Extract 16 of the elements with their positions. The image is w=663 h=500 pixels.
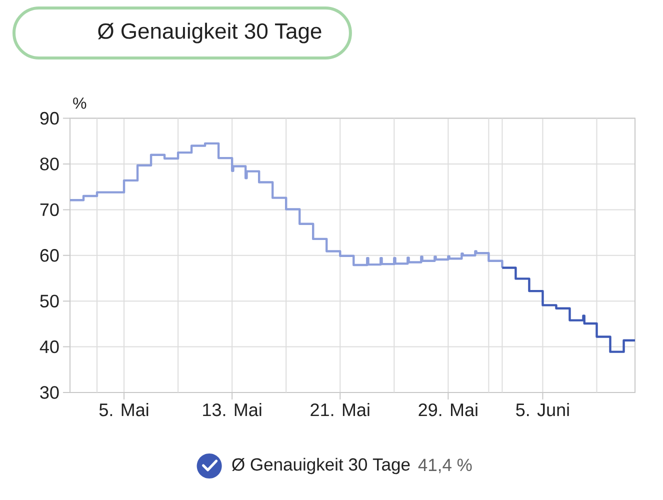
x-tick-label: 21. Mai [310, 403, 370, 416]
text: 41,4 % [418, 458, 472, 474]
y-tick-label: 70 [40, 203, 59, 216]
y-tick-label: 40 [40, 340, 59, 354]
x-tick-label: 5. Mai [99, 403, 148, 416]
y-tick-label: 30 [40, 386, 59, 399]
y-tick-label: 50 [40, 294, 59, 308]
x-tick-label: 29. Mai [418, 403, 478, 416]
legend-label: Ø Genauigkeit 30 Tage [232, 458, 410, 474]
x-tick-label: 13. Mai [203, 403, 262, 416]
y-tick-label: 80 [40, 158, 59, 170]
chart-title: Ø Genauigkeit 30 Tage [98, 22, 322, 44]
x-tick-label: 5. Juni [516, 403, 569, 416]
y-tick-label: 90 [40, 112, 59, 125]
y-tick-label: 60 [40, 249, 59, 262]
y-axis-title: % [73, 98, 86, 109]
